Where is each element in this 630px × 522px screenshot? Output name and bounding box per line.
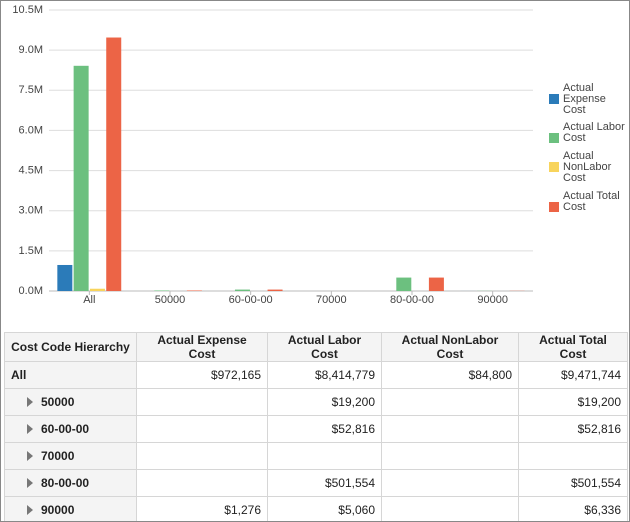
cell [381, 415, 519, 443]
row-label-text: 80-00-00 [41, 476, 90, 490]
cell [136, 469, 268, 497]
y-tick-label: 9.0M [19, 44, 43, 56]
cell: $52,816 [518, 415, 628, 443]
y-tick-label: 6.0M [19, 124, 43, 136]
cell [136, 415, 268, 443]
y-tick-label: 0.0M [19, 285, 43, 297]
x-tick-label: 60-00-00 [229, 294, 273, 306]
y-tick-label: 10.5M [12, 4, 43, 16]
cell: $6,336 [518, 496, 628, 521]
legend-label: Actual Expense Cost [563, 82, 606, 116]
expand-icon [27, 478, 33, 488]
legend-label: Actual Labor Cost [563, 121, 625, 144]
table-row: 60-00-00 $52,816 $52,816 [4, 415, 628, 443]
table-row: 70000 [4, 442, 628, 470]
bar [396, 277, 412, 291]
row-label: 90000 [4, 496, 137, 521]
row-label: All [4, 361, 137, 389]
bar [73, 65, 89, 291]
row-label: 50000 [4, 388, 137, 416]
row-label-text: 70000 [41, 449, 75, 463]
bar [267, 289, 283, 291]
y-tick-label: 1.5M [19, 245, 43, 257]
table-row: 50000 $19,200 $19,200 [4, 388, 628, 416]
expand-icon [27, 424, 33, 434]
table-row: 80-00-00 $501,554 $501,554 [4, 469, 628, 497]
column-header: Actual Expense Cost [136, 332, 268, 362]
legend-swatch [549, 133, 559, 143]
legend-label: Actual Total Cost [563, 190, 620, 213]
cell [381, 496, 519, 521]
x-tick-label: All [83, 294, 95, 306]
cell: $5,060 [267, 496, 382, 521]
table-row: All $972,165 $8,414,779 $84,800 $9,471,744 [4, 361, 628, 389]
bar [428, 277, 444, 291]
bar [57, 264, 73, 291]
y-tick-label: 3.0M [19, 205, 43, 217]
column-header: Cost Code Hierarchy [4, 332, 137, 362]
legend-label: Actual NonLabor Cost [563, 150, 612, 184]
cell: $19,200 [267, 388, 382, 416]
row-label: 70000 [4, 442, 137, 470]
column-header: Actual Labor Cost [267, 332, 382, 362]
row-label: 60-00-00 [4, 415, 137, 443]
row-label-text: 50000 [41, 395, 75, 409]
cell [136, 388, 268, 416]
x-tick-label: 90000 [477, 294, 508, 306]
row-label-text: All [11, 368, 27, 382]
data-table: Cost Code Hierarchy Actual Expense Cost Ac… [4, 332, 628, 521]
chart: 0.0M 1.5M 3.0M 4.5M 6.0M 7.5M 9.0M 10.5M All 5000… [12, 4, 533, 306]
column-header: Actual NonLabor Cost [381, 332, 519, 362]
expand-icon [27, 397, 33, 407]
cell: $9,471,744 [518, 361, 628, 389]
row-label-text: 60-00-00 [41, 422, 90, 436]
row-label: 80-00-00 [4, 469, 137, 497]
expand-icon [27, 505, 33, 515]
cell: $8,414,779 [267, 361, 382, 389]
cell: $52,816 [267, 415, 382, 443]
cell [381, 469, 519, 497]
legend-swatch [549, 94, 559, 104]
cell: $1,276 [136, 496, 268, 521]
cell [267, 442, 382, 470]
cell [518, 442, 628, 470]
x-tick-label: 50000 [155, 294, 186, 306]
legend-swatch [549, 202, 559, 212]
bar [186, 290, 202, 291]
y-tick-label: 7.5M [19, 84, 43, 96]
bar [106, 37, 122, 291]
cell: $19,200 [518, 388, 628, 416]
x-tick-label: 80-00-00 [390, 294, 434, 306]
cell: $84,800 [381, 361, 519, 389]
cell [381, 388, 519, 416]
cell [136, 442, 268, 470]
row-label-text: 90000 [41, 503, 75, 517]
expand-icon [27, 451, 33, 461]
bar [154, 290, 170, 291]
bar [234, 289, 250, 291]
x-tick-label: 70000 [316, 294, 347, 306]
bar [89, 288, 105, 291]
cell: $501,554 [518, 469, 628, 497]
y-tick-label: 4.5M [19, 164, 43, 176]
legend-swatch [549, 162, 559, 172]
table-row: 90000 $1,276 $5,060 $6,336 [4, 496, 628, 521]
cell: $501,554 [267, 469, 382, 497]
cell: $972,165 [136, 361, 268, 389]
cell [381, 442, 519, 470]
column-header: Actual Total Cost [518, 332, 628, 362]
